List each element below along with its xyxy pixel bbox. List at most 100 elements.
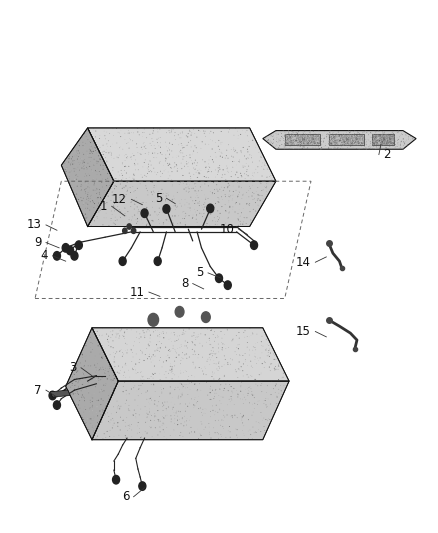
Point (346, 132, 353, 141)
Point (76, 202, 83, 211)
Point (282, 133, 289, 142)
Point (209, 216, 216, 225)
Point (296, 137, 303, 146)
Point (323, 133, 330, 141)
Point (254, 163, 261, 171)
Point (370, 132, 377, 141)
Point (141, 171, 148, 180)
Point (308, 134, 315, 142)
Point (131, 151, 138, 160)
Point (336, 131, 343, 140)
Point (371, 140, 378, 149)
Point (378, 137, 385, 146)
Point (110, 416, 117, 424)
Point (382, 136, 389, 145)
Point (110, 348, 117, 357)
Point (300, 139, 307, 147)
Point (327, 136, 334, 144)
Point (357, 141, 364, 149)
Point (388, 131, 395, 140)
Point (83, 184, 90, 193)
Point (222, 433, 229, 441)
Point (93, 159, 100, 167)
Point (262, 394, 269, 403)
Point (80, 150, 87, 159)
Point (191, 393, 198, 402)
Point (320, 134, 327, 143)
Point (95, 396, 102, 405)
Point (84, 165, 91, 174)
Point (315, 143, 322, 151)
Point (389, 132, 396, 141)
Point (161, 415, 168, 423)
Point (276, 141, 283, 150)
Point (343, 132, 350, 140)
Point (377, 134, 384, 143)
Point (176, 415, 183, 424)
Point (188, 156, 195, 165)
Point (133, 219, 140, 228)
Point (373, 138, 380, 147)
Point (136, 424, 143, 432)
Point (245, 137, 252, 146)
Point (226, 202, 233, 211)
Point (326, 136, 333, 145)
Point (290, 130, 297, 139)
Point (303, 139, 310, 148)
Point (308, 136, 315, 144)
Point (370, 131, 377, 139)
Point (211, 392, 218, 401)
Point (295, 141, 302, 149)
Point (120, 416, 127, 424)
Point (261, 397, 268, 405)
Point (177, 392, 184, 401)
Point (94, 327, 101, 335)
Point (155, 211, 162, 219)
Point (176, 385, 183, 394)
Point (92, 428, 99, 437)
Point (239, 191, 246, 199)
Polygon shape (50, 390, 70, 397)
Point (207, 407, 214, 416)
Point (221, 340, 228, 349)
Point (349, 140, 356, 148)
Point (144, 213, 151, 222)
Point (385, 139, 392, 148)
Point (94, 195, 101, 203)
Point (268, 138, 275, 147)
Point (389, 136, 396, 145)
Point (146, 352, 153, 361)
Point (381, 134, 389, 143)
Point (325, 130, 332, 139)
Point (240, 360, 247, 368)
Point (305, 132, 312, 140)
Point (224, 167, 231, 175)
Point (312, 139, 319, 147)
Point (283, 131, 290, 139)
Point (342, 131, 349, 140)
Point (198, 166, 205, 175)
Point (80, 405, 87, 413)
Point (388, 130, 395, 139)
Point (87, 138, 94, 147)
Point (299, 138, 306, 147)
Point (94, 365, 101, 374)
Point (117, 346, 124, 355)
Point (110, 432, 117, 441)
Point (283, 136, 290, 145)
Point (238, 194, 245, 203)
Point (312, 130, 319, 138)
Point (109, 375, 116, 383)
Point (186, 429, 193, 437)
Point (104, 375, 111, 383)
Point (174, 220, 181, 228)
Point (77, 358, 84, 367)
Point (137, 180, 144, 188)
Point (389, 140, 396, 149)
Point (355, 137, 362, 146)
Point (309, 130, 316, 139)
Point (377, 132, 384, 140)
Point (356, 132, 363, 140)
Point (344, 134, 351, 143)
Point (328, 132, 335, 140)
